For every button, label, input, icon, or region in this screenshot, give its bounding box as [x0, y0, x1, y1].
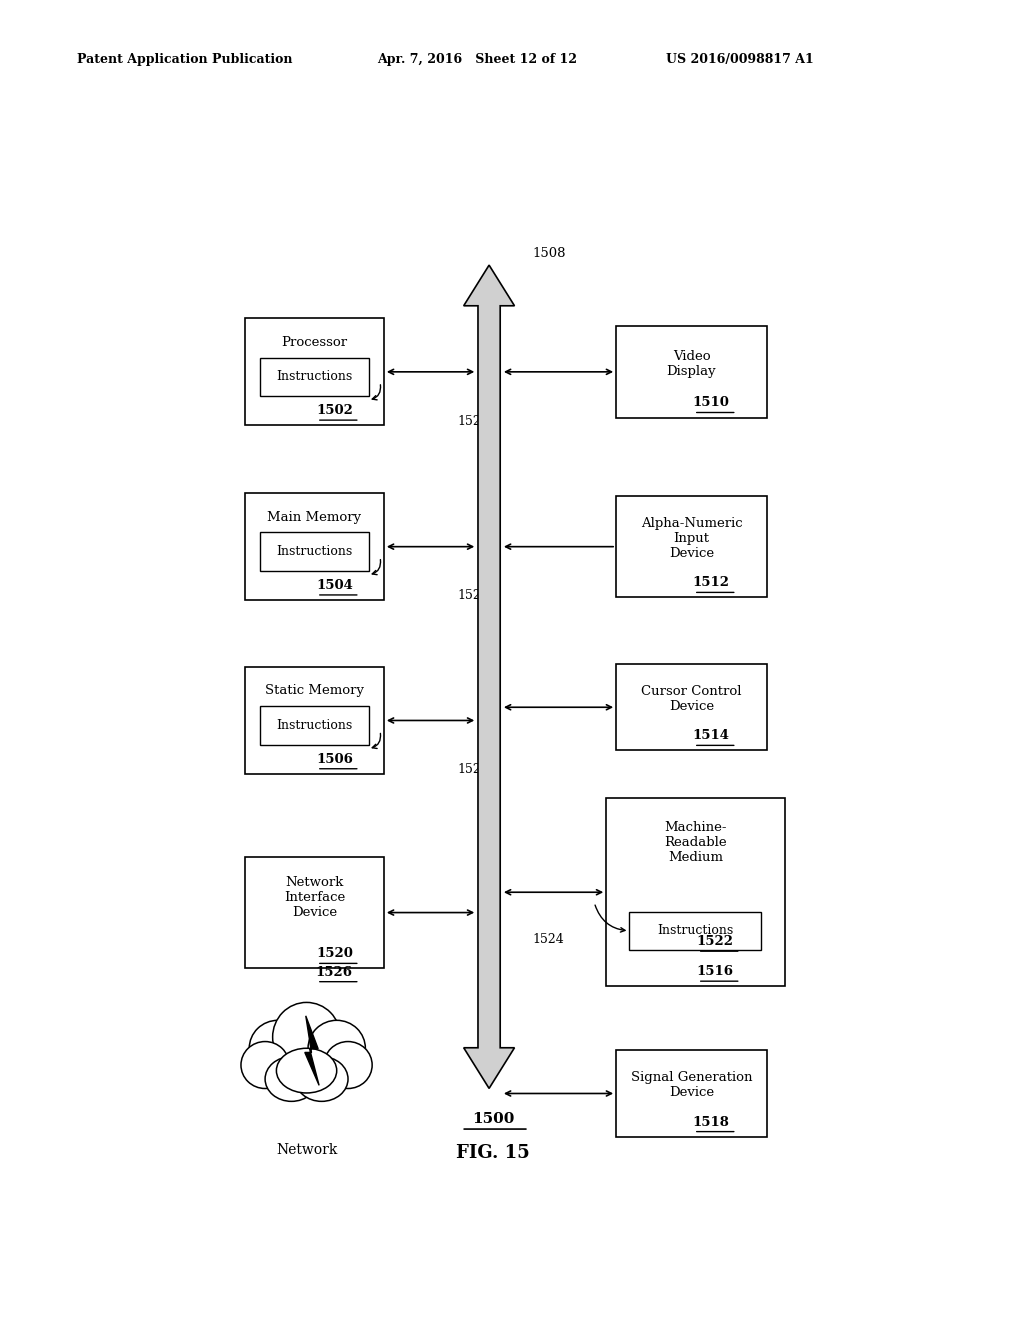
Text: 1500: 1500	[472, 1111, 514, 1126]
Text: 1504: 1504	[315, 579, 353, 591]
Text: Apr. 7, 2016   Sheet 12 of 12: Apr. 7, 2016 Sheet 12 of 12	[377, 53, 577, 66]
Text: Cursor Control
Device: Cursor Control Device	[641, 685, 741, 713]
Text: Network: Network	[275, 1143, 337, 1158]
Text: Static Memory: Static Memory	[265, 684, 364, 697]
Text: 1522: 1522	[696, 935, 734, 948]
Text: Machine-
Readable
Medium: Machine- Readable Medium	[665, 821, 727, 863]
FancyBboxPatch shape	[245, 494, 384, 601]
FancyBboxPatch shape	[260, 706, 369, 744]
Text: 1506: 1506	[315, 752, 353, 766]
Ellipse shape	[241, 1041, 289, 1089]
FancyBboxPatch shape	[260, 358, 369, 396]
Text: 1508: 1508	[532, 247, 566, 260]
FancyBboxPatch shape	[616, 496, 767, 598]
Text: 1524: 1524	[532, 933, 564, 946]
Text: Alpha-Numeric
Input
Device: Alpha-Numeric Input Device	[641, 517, 742, 560]
Text: 1514: 1514	[693, 730, 730, 742]
FancyBboxPatch shape	[260, 532, 369, 572]
Text: 1512: 1512	[693, 577, 730, 589]
Text: 1502: 1502	[315, 404, 353, 417]
Text: FIG. 15: FIG. 15	[456, 1144, 530, 1163]
Text: 1516: 1516	[696, 965, 734, 978]
Ellipse shape	[272, 1002, 341, 1072]
FancyBboxPatch shape	[616, 664, 767, 751]
Ellipse shape	[249, 1020, 306, 1076]
Text: Processor: Processor	[282, 335, 347, 348]
Text: 1518: 1518	[693, 1115, 730, 1129]
FancyBboxPatch shape	[245, 667, 384, 774]
Text: 1524: 1524	[458, 414, 489, 428]
Text: 1524: 1524	[458, 763, 489, 776]
Text: Instructions: Instructions	[276, 545, 352, 558]
Text: 1524: 1524	[458, 589, 489, 602]
Text: Main Memory: Main Memory	[267, 511, 361, 524]
Ellipse shape	[308, 1020, 366, 1076]
Ellipse shape	[324, 1041, 372, 1089]
FancyBboxPatch shape	[245, 857, 384, 969]
FancyBboxPatch shape	[616, 1051, 767, 1137]
Ellipse shape	[276, 1048, 337, 1093]
Ellipse shape	[295, 1056, 348, 1101]
FancyBboxPatch shape	[616, 326, 767, 417]
FancyBboxPatch shape	[630, 912, 762, 950]
Ellipse shape	[265, 1056, 317, 1101]
Text: Instructions: Instructions	[276, 719, 352, 733]
Text: Network
Interface
Device: Network Interface Device	[284, 876, 345, 919]
Text: US 2016/0098817 A1: US 2016/0098817 A1	[666, 53, 813, 66]
Text: 1526: 1526	[315, 966, 353, 978]
Text: 1510: 1510	[693, 396, 730, 409]
Text: Instructions: Instructions	[276, 371, 352, 383]
Text: Patent Application Publication: Patent Application Publication	[77, 53, 292, 66]
Text: Signal Generation
Device: Signal Generation Device	[631, 1072, 753, 1100]
Text: Instructions: Instructions	[657, 924, 733, 937]
Text: Video
Display: Video Display	[667, 350, 716, 378]
FancyBboxPatch shape	[606, 799, 784, 986]
Text: 1520: 1520	[315, 948, 353, 961]
Polygon shape	[305, 1016, 319, 1085]
FancyBboxPatch shape	[245, 318, 384, 425]
Polygon shape	[464, 265, 514, 1089]
